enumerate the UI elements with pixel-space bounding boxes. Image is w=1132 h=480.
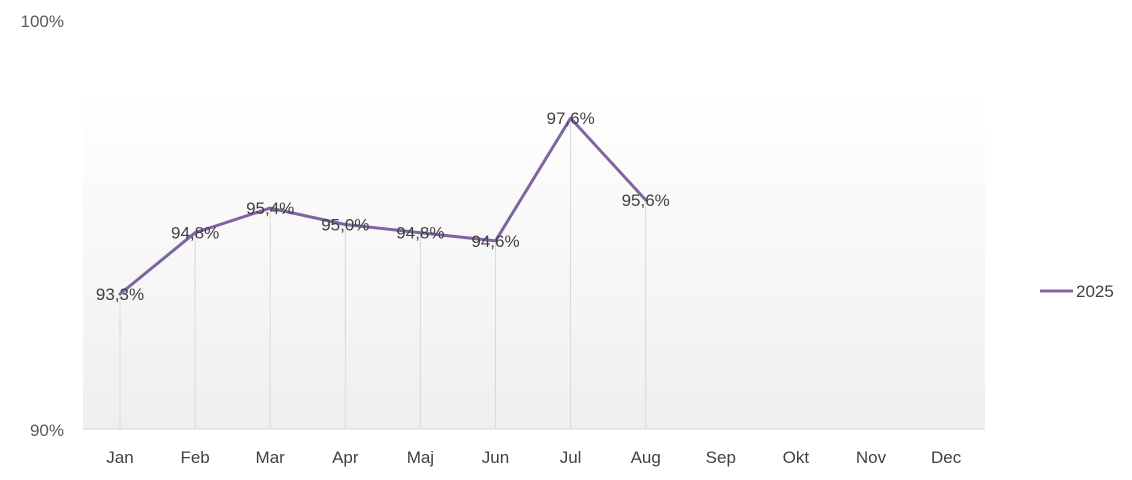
x-tick-label: Dec <box>931 448 962 467</box>
y-tick-label-bottom: 90% <box>30 421 64 440</box>
x-tick-label: Maj <box>407 448 434 467</box>
legend: 2025 <box>1040 282 1114 301</box>
data-label: 95,6% <box>622 191 670 210</box>
x-tick-label: Jul <box>560 448 582 467</box>
plot-area <box>83 90 985 429</box>
legend-label: 2025 <box>1076 282 1114 301</box>
x-tick-label: Nov <box>856 448 887 467</box>
x-tick-label: Aug <box>631 448 661 467</box>
data-label: 94,8% <box>171 224 219 243</box>
y-tick-label-top: 100% <box>21 12 64 31</box>
x-tick-label: Apr <box>332 448 359 467</box>
x-tick-label: Mar <box>256 448 286 467</box>
data-label: 94,8% <box>396 224 444 243</box>
data-label: 93,3% <box>96 285 144 304</box>
drop-lines <box>119 118 647 429</box>
x-tick-label: Okt <box>783 448 810 467</box>
x-tick-labels: Jan Feb Mar Apr Maj Jun Jul Aug Sep Okt Nov Dec <box>106 448 961 467</box>
data-labels: 93,3% 94,8% 95,4% 95,0% 94,8% 94,6% 97,6% 95,6% <box>96 109 670 304</box>
data-label: 95,0% <box>321 216 369 235</box>
x-tick-label: Jun <box>482 448 509 467</box>
x-tick-label: Jan <box>106 448 133 467</box>
x-tick-label: Feb <box>180 448 209 467</box>
data-label: 95,4% <box>246 199 294 218</box>
data-label: 97,6% <box>546 109 594 128</box>
series-line-2025 <box>118 116 648 296</box>
data-label: 94,6% <box>471 232 519 251</box>
x-tick-label: Sep <box>706 448 736 467</box>
